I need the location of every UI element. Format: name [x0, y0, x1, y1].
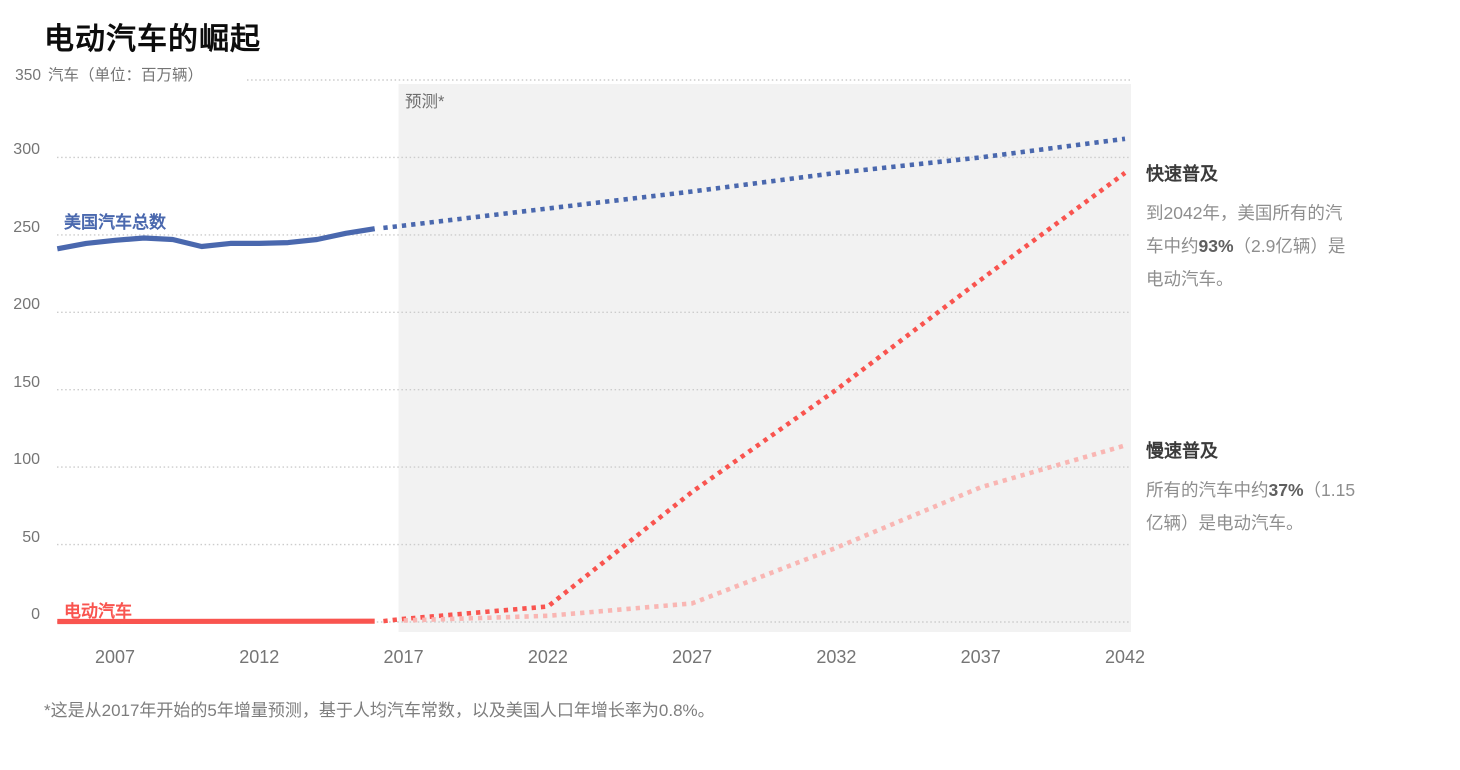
- annotation-slow-line-2: 亿辆）是电动汽车。: [1146, 507, 1424, 540]
- x-tick-label-2032: 2032: [816, 647, 857, 667]
- y-tick-label-300: 300: [13, 141, 40, 159]
- x-tick-label-2027: 2027: [672, 647, 713, 667]
- annotation-slow-heading: 慢速普及: [1146, 441, 1218, 461]
- annotation-fast-adoption: 快速普及 到2042年，美国所有的汽 车中约93%（2.9亿辆）是 电动汽车。: [1146, 160, 1424, 296]
- annotation-text: 车中约: [1146, 236, 1199, 256]
- annotation-slow-body: 所有的汽车中约37%（1.15 亿辆）是电动汽车。: [1146, 474, 1424, 540]
- y-tick-label-250: 250: [13, 218, 40, 236]
- annotation-text: 到2042年，美国所有的汽: [1146, 203, 1343, 223]
- annotation-text: （2.9亿辆）是: [1233, 236, 1346, 256]
- y-tick-label-350: 350: [15, 67, 41, 84]
- annotation-fast-line-2: 车中约93%（2.9亿辆）是: [1146, 230, 1424, 263]
- y-tick-label-50: 50: [22, 528, 40, 546]
- series-line-total-history: [56, 226, 376, 252]
- annotation-slow-adoption: 慢速普及 所有的汽车中约37%（1.15 亿辆）是电动汽车。: [1146, 437, 1424, 540]
- x-tick-label-2007: 2007: [94, 647, 136, 667]
- annotation-text: 亿辆）是电动汽车。: [1146, 513, 1304, 533]
- x-tick-label-2017: 2017: [383, 647, 424, 667]
- annotation-fast-heading: 快速普及: [1146, 164, 1218, 184]
- y-tick-label-150: 150: [13, 373, 40, 391]
- annotation-fast-line-1: 到2042年，美国所有的汽: [1146, 197, 1424, 230]
- annotation-slow-line-1: 所有的汽车中约37%（1.15: [1146, 474, 1424, 507]
- annotation-text: 所有的汽车中约: [1146, 480, 1269, 500]
- chart-title: 电动汽车的崛起: [44, 23, 261, 56]
- x-tick-label-2042: 2042: [1104, 647, 1145, 667]
- annotation-bold-value: 37%: [1268, 480, 1304, 500]
- series-label-total-vehicles: 美国汽车总数: [64, 213, 166, 232]
- series-line-total-forecast: [383, 136, 1126, 231]
- x-tick-label-2012: 2012: [239, 647, 280, 667]
- annotation-bold-value: 93%: [1198, 236, 1234, 256]
- y-tick-label-0: 0: [31, 606, 40, 623]
- annotation-fast-body: 到2042年，美国所有的汽 车中约93%（2.9亿辆）是 电动汽车。: [1146, 197, 1424, 296]
- y-tick-label-100: 100: [13, 451, 40, 469]
- x-tick-label-2037: 2037: [960, 647, 1001, 667]
- y-axis-caption: 350 汽车（单位：百万辆）: [13, 63, 203, 85]
- y-tick-label-200: 200: [13, 296, 40, 314]
- footnote: *这是从2017年开始的5年增量预测，基于人均汽车常数，以及美国人口年增长率为0…: [44, 701, 715, 720]
- y-axis-unit-label: 汽车（单位：百万辆）: [48, 67, 204, 84]
- forecast-band: [398, 84, 1131, 632]
- series-line-ev-slow-forecast: [403, 443, 1126, 623]
- annotation-text: （1.15: [1303, 480, 1356, 500]
- forecast-region-label: 预测*: [405, 93, 445, 111]
- series-label-ev: 电动汽车: [64, 602, 132, 621]
- x-tick-label-2022: 2022: [527, 647, 568, 667]
- annotation-fast-line-3: 电动汽车。: [1146, 263, 1424, 296]
- annotation-text: 电动汽车。: [1146, 269, 1234, 289]
